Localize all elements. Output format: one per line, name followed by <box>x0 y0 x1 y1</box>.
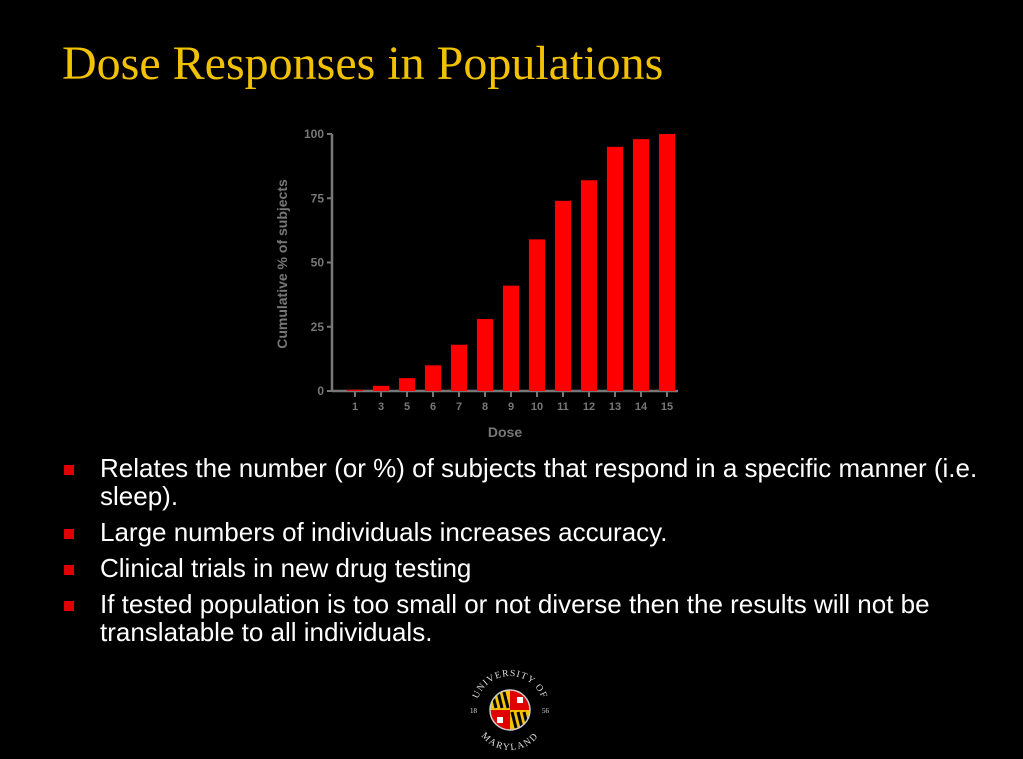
bullet-square-icon <box>64 529 74 539</box>
bullet-text: If tested population is too small or not… <box>100 589 930 647</box>
y-tick-label: 50 <box>311 256 325 270</box>
x-tick-label: 15 <box>661 401 673 413</box>
bar <box>528 239 546 391</box>
bullet-text: Large numbers of individuals increases a… <box>100 517 668 547</box>
bar <box>580 180 598 391</box>
x-tick-label: 6 <box>430 401 436 413</box>
bar <box>372 385 390 391</box>
x-tick-label: 14 <box>635 401 648 413</box>
bullet-square-icon <box>64 601 74 611</box>
y-axis-label: Cumulative % of subjects <box>274 179 290 349</box>
x-tick-label: 11 <box>557 401 569 413</box>
bullet-text: Relates the number (or %) of subjects th… <box>100 453 978 511</box>
x-tick-label: 10 <box>531 401 543 413</box>
bullet-square-icon <box>64 465 74 475</box>
bar <box>424 365 442 391</box>
y-tick-label: 100 <box>304 127 324 141</box>
bar <box>658 134 676 391</box>
bar <box>502 285 520 391</box>
x-tick-label: 5 <box>404 401 410 413</box>
bar <box>554 200 572 391</box>
x-tick-label: 12 <box>583 401 595 413</box>
bullet-square-icon <box>64 565 74 575</box>
university-seal-logo: UNIVERSITY OF MARYLAND 18 56 <box>465 665 555 755</box>
bullet-item: Clinical trials in new drug testing <box>62 554 982 582</box>
seal-year-right: 56 <box>542 707 550 715</box>
x-tick-label: 13 <box>609 401 621 413</box>
seal-year-left: 18 <box>470 707 478 715</box>
bar <box>398 378 416 391</box>
bullet-item: Relates the number (or %) of subjects th… <box>62 454 982 510</box>
bullet-item: If tested population is too small or not… <box>62 590 982 646</box>
bullet-list: Relates the number (or %) of subjects th… <box>62 454 982 654</box>
x-tick-label: 9 <box>508 401 514 413</box>
y-tick-label: 75 <box>311 191 325 205</box>
bar <box>632 139 650 391</box>
bar <box>450 344 468 391</box>
slide-title: Dose Responses in Populations <box>62 37 664 90</box>
x-axis-label: Dose <box>488 424 522 440</box>
bullet-text: Clinical trials in new drug testing <box>100 553 472 583</box>
y-tick-label: 25 <box>311 320 325 334</box>
x-tick-label: 1 <box>352 401 358 413</box>
bullet-item: Large numbers of individuals increases a… <box>62 518 982 546</box>
bar <box>476 319 494 391</box>
x-tick-label: 7 <box>456 401 462 413</box>
x-tick-label: 3 <box>378 401 384 413</box>
bar <box>606 146 624 391</box>
x-tick-label: 8 <box>482 401 488 413</box>
y-tick-label: 0 <box>317 384 324 398</box>
bar <box>346 389 364 391</box>
